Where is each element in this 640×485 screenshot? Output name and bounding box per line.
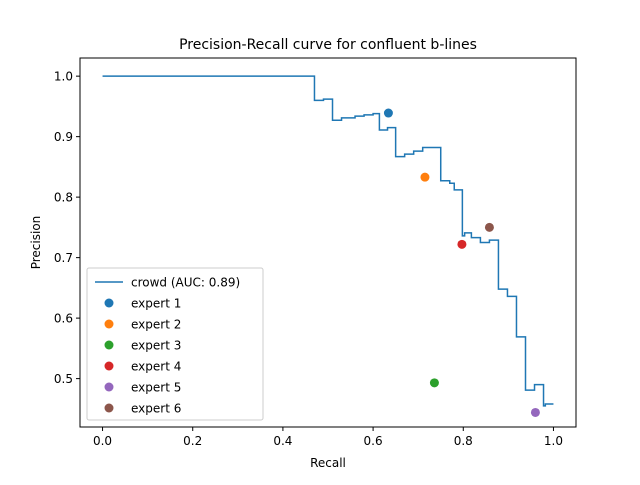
legend-label: expert 4	[131, 360, 181, 374]
x-tick-label: 0.8	[454, 434, 473, 448]
y-tick-label: 0.5	[54, 372, 73, 386]
point-expert-2	[420, 172, 430, 182]
tick-layer: 0.0 0.2 0.4 0.6 0.8 1.0 0.5 0.6 0.7 0.8 0.9 1.0	[54, 70, 563, 448]
legend-label: expert 3	[131, 339, 181, 353]
plot-layer	[102, 75, 554, 417]
legend-label: expert 2	[131, 318, 181, 332]
legend-marker-expert-1	[104, 298, 114, 308]
legend-label: crowd (AUC: 0.89)	[131, 276, 240, 290]
x-tick-label: 0.6	[364, 434, 383, 448]
crowd-pr-curve	[102, 75, 554, 407]
x-tick-label: 0.0	[93, 434, 112, 448]
x-tick-label: 0.4	[273, 434, 292, 448]
legend-marker-expert-4	[104, 361, 114, 371]
legend-items: crowd (AUC: 0.89) expert 1 expert 2 expert …	[95, 276, 240, 416]
point-expert-1	[383, 108, 393, 118]
point-expert-5	[530, 407, 540, 417]
x-tick-label: 0.2	[183, 434, 202, 448]
y-axis-label: Precision	[29, 216, 43, 270]
y-tick-label: 0.8	[54, 191, 73, 205]
x-tick-label: 1.0	[544, 434, 563, 448]
y-tick-label: 1.0	[54, 70, 73, 84]
legend-label: expert 1	[131, 297, 181, 311]
y-tick-label: 0.7	[54, 251, 73, 265]
legend-box	[86, 267, 264, 421]
point-expert-6	[484, 222, 494, 232]
y-tick-label: 0.6	[54, 312, 73, 326]
legend-label: expert 6	[131, 402, 181, 416]
legend-marker-expert-5	[104, 382, 114, 392]
y-tick-label: 0.9	[54, 130, 73, 144]
legend-marker-expert-6	[104, 403, 114, 413]
legend-label: expert 5	[131, 381, 181, 395]
legend-marker-expert-3	[104, 340, 114, 350]
point-expert-4	[457, 239, 467, 249]
legend: crowd (AUC: 0.89) expert 1 expert 2 expert …	[86, 267, 264, 421]
legend-marker-expert-2	[104, 319, 114, 329]
axes-frame	[79, 57, 577, 428]
point-expert-3	[429, 378, 439, 388]
chart-title: Precision-Recall curve for confluent b-l…	[179, 37, 477, 53]
x-axis-label: Recall	[310, 456, 346, 470]
